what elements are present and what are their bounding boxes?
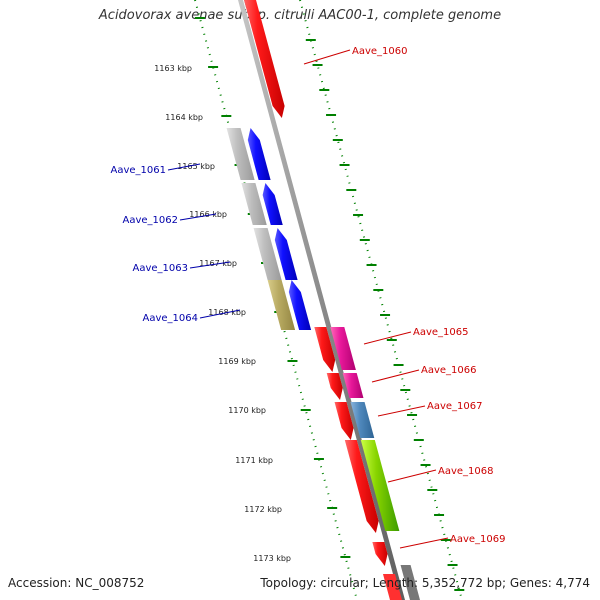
cds-Aave_1063: [274, 228, 298, 280]
leader-Aave_1062: [179, 213, 217, 221]
gene-label-Aave_1064: Aave_1064: [143, 313, 199, 324]
cds-features: [226, 0, 403, 600]
leader-Aave_1069: [399, 537, 449, 549]
gene-label-Aave_1066: Aave_1066: [421, 365, 477, 376]
scale-label: 1165 kbp: [177, 162, 215, 171]
accession-label: Accession: NC_008752: [8, 576, 145, 590]
cds-Aave_1068: [344, 440, 379, 533]
cog-block-Aave_1066: [342, 373, 364, 398]
cog-block-Aave_1062: [241, 183, 267, 225]
cog-block-Aave_1063: [253, 228, 282, 280]
gene-label-Aave_1065: Aave_1065: [413, 327, 469, 338]
map-title: Acidovorax avenae subsp. citrulli AAC00-…: [98, 8, 502, 23]
cds-Aave_1066: [326, 373, 343, 400]
cds-Aave_1060: [243, 0, 285, 118]
scale-label: 1164 kbp: [165, 113, 203, 122]
gene-label-Aave_1068: Aave_1068: [438, 466, 494, 477]
cds-partial-bottom: [382, 574, 403, 600]
gene-label-Aave_1062: Aave_1062: [123, 215, 179, 226]
leader-Aave_1068: [387, 469, 437, 483]
leader-Aave_1061: [167, 163, 201, 171]
leader-Aave_1065: [363, 331, 412, 345]
leader-Aave_1060: [303, 49, 351, 65]
cds-Aave_1067: [334, 402, 354, 440]
gene-labels: Aave_1060 Aave_1061 Aave_1062 Aave_1063 Aave…: [111, 46, 506, 549]
scale-label: 1166 kbp: [189, 210, 227, 219]
backbone-bottom-segment: [400, 565, 421, 600]
cds-Aave_1064: [288, 280, 312, 330]
cog-block-Aave_1061: [226, 128, 255, 180]
gene-label-Aave_1063: Aave_1063: [133, 263, 189, 274]
cog-block-Aave_1067: [350, 402, 375, 438]
cds-Aave_1061: [247, 128, 271, 180]
cds-Aave_1065: [314, 327, 336, 372]
gene-label-Aave_1067: Aave_1067: [427, 401, 483, 412]
scale-label: 1172 kbp: [244, 505, 282, 514]
cog-block-Aave_1064: [267, 280, 296, 330]
cog-block-Aave_1065: [330, 327, 356, 370]
cds-Aave_1062: [262, 183, 283, 225]
scale-label: 1171 kbp: [235, 456, 273, 465]
scale-label: 1169 kbp: [218, 357, 256, 366]
scale-label: 1163 kbp: [154, 64, 192, 73]
cds-Aave_1069: [372, 542, 388, 566]
backbone-line: [237, 0, 406, 600]
leader-Aave_1063: [189, 261, 231, 269]
leader-Aave_1067: [377, 405, 426, 417]
gc-content-ticks: [194, 0, 465, 600]
gene-label-Aave_1069: Aave_1069: [450, 534, 506, 545]
leader-Aave_1064: [199, 309, 241, 319]
leader-Aave_1066: [371, 369, 420, 383]
cog-block-Aave_1068: [360, 440, 400, 531]
gene-label-Aave_1060: Aave_1060: [352, 46, 408, 57]
topology-label: Topology: circular; Length: 5,352,772 bp…: [260, 576, 590, 590]
scale-label: 1170 kbp: [228, 406, 266, 415]
scale-label: 1173 kbp: [253, 554, 291, 563]
gene-label-Aave_1061: Aave_1061: [111, 165, 167, 176]
